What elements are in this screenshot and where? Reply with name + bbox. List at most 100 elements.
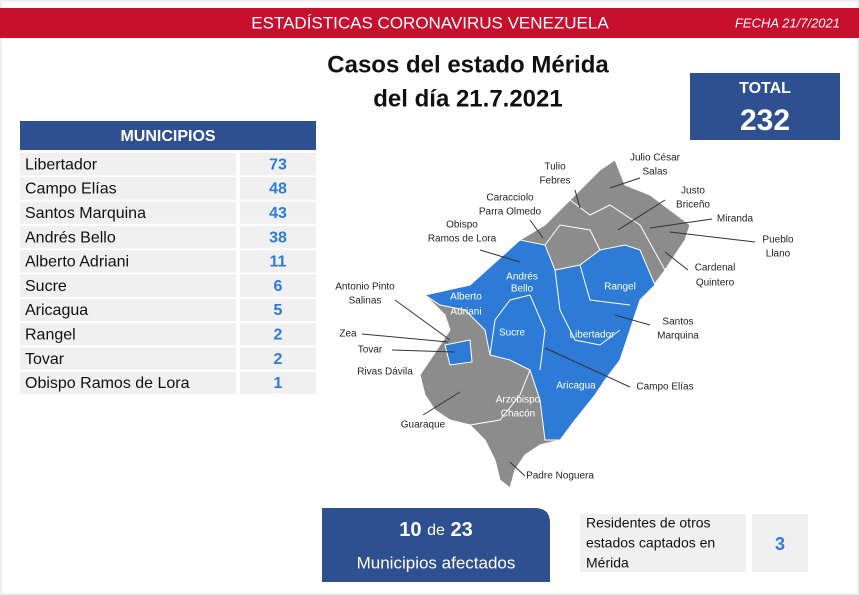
affected-label: Municipios afectados	[357, 553, 516, 572]
row-value: 38	[269, 229, 287, 246]
row-value-cell	[240, 177, 316, 200]
affected-total: 23	[450, 519, 472, 541]
row-value: 43	[269, 205, 287, 222]
row-name: Tovar	[25, 351, 65, 368]
map-label: Santos	[662, 317, 693, 328]
row-value-cell	[240, 347, 316, 370]
residents-label: Residentes de otros	[586, 515, 711, 531]
row-name-cell	[20, 323, 236, 346]
row-name: Campo Elías	[25, 181, 117, 198]
leader-lines	[361, 177, 756, 477]
map-label: Caracciolo	[486, 193, 534, 204]
affected-count: 10 de 23	[399, 519, 472, 541]
total-label: TOTAL	[739, 80, 791, 97]
map-label: Tovar	[358, 345, 383, 356]
map-label: Chacón	[501, 409, 535, 420]
map-label: Aricagua	[556, 381, 596, 392]
row-name: Rangel	[25, 326, 76, 343]
leader-line	[574, 189, 581, 209]
residents-label: estados captados en	[586, 535, 715, 551]
row-value: 2	[274, 351, 283, 368]
row-value: 1	[274, 375, 283, 392]
row-value-cell	[240, 250, 316, 273]
map-region-affected	[423, 239, 656, 441]
affected-count-value: 10	[399, 519, 421, 541]
map-label: Rivas Dávila	[357, 367, 413, 378]
map-label: Andrés	[506, 272, 538, 283]
map-label: Antonio Pinto	[335, 282, 395, 293]
leader-line	[394, 299, 451, 341]
map-label: Guaraque	[401, 420, 446, 431]
row-name: Andrés Bello	[25, 229, 116, 246]
residents-label: Mérida	[586, 555, 629, 571]
leader-line	[391, 349, 456, 353]
leader-line	[479, 249, 521, 263]
row-name-cell	[20, 250, 236, 273]
map-label: Justo	[681, 186, 705, 197]
leader-line	[609, 177, 641, 189]
map-label: Salas	[642, 167, 667, 178]
row-name: Obispo Ramos de Lora	[25, 375, 190, 392]
table-header	[20, 121, 316, 150]
row-name-cell	[20, 177, 236, 200]
map-label: Cardenal	[695, 263, 736, 274]
title: del día 21.7.2021	[373, 85, 562, 112]
leader-line	[649, 218, 713, 229]
map-label: Quintero	[696, 278, 735, 289]
row-name-cell	[20, 201, 236, 224]
map-label: Alberto	[450, 292, 482, 303]
leader-line	[614, 314, 651, 326]
map-label: Sucre	[499, 328, 526, 339]
map-borders	[469, 199, 666, 426]
map-label: Tulio	[544, 162, 566, 173]
map-label: Rangel	[604, 282, 636, 293]
row-name: Santos Marquina	[25, 205, 146, 222]
map-label: Parra Olmedo	[479, 207, 542, 218]
leader-line	[664, 251, 689, 271]
row-name-cell	[20, 225, 236, 249]
row-value-cell	[240, 371, 316, 394]
total-box	[690, 73, 840, 140]
leader-line	[529, 219, 544, 239]
header-bar	[0, 8, 859, 38]
row-value: 6	[274, 278, 283, 295]
map-label: Arzobispo	[496, 395, 541, 406]
row-name: Libertador	[25, 156, 98, 173]
row-value-cell	[240, 225, 316, 249]
map-region-affected	[444, 339, 473, 366]
map-label: Febres	[539, 176, 570, 187]
map-label: Ramos de Lora	[428, 234, 497, 245]
map-label: Miranda	[717, 214, 754, 225]
residents-value: 3	[775, 534, 785, 554]
row-value: 5	[274, 302, 283, 319]
map-label: Briceño	[676, 200, 710, 211]
title: Casos del estado Mérida	[327, 51, 609, 78]
map	[419, 159, 691, 489]
header-date: FECHA 21/7/2021	[735, 15, 840, 30]
row-name: Aricagua	[25, 302, 88, 319]
affected-box	[322, 508, 550, 582]
row-value-cell	[240, 153, 316, 176]
affected-connector: de	[427, 522, 445, 539]
row-value: 48	[269, 181, 287, 198]
residents-value-box	[752, 514, 808, 572]
row-name: Sucre	[25, 278, 67, 295]
map-label: Pueblo	[762, 235, 794, 246]
map-label: Zea	[339, 329, 357, 340]
row-name-cell	[20, 347, 236, 370]
table-header-text: MUNICIPIOS	[120, 128, 215, 145]
map-label: Marquina	[657, 331, 699, 342]
residents-box	[580, 514, 746, 572]
row-value-cell	[240, 201, 316, 224]
row-value: 73	[269, 156, 287, 173]
leader-line	[509, 461, 526, 477]
map-label: Obispo	[446, 220, 478, 231]
row-name-cell	[20, 153, 236, 176]
row-value-cell	[240, 298, 316, 322]
row-value-cell	[240, 274, 316, 297]
leader-line	[361, 333, 449, 343]
row-value-cell	[240, 323, 316, 346]
map-label: Libertador	[569, 330, 615, 341]
